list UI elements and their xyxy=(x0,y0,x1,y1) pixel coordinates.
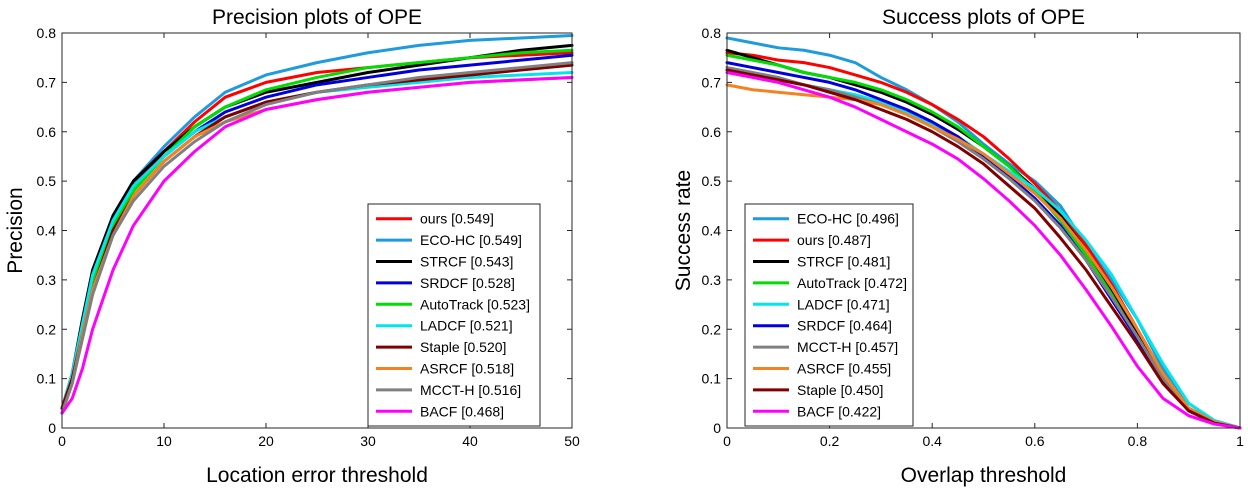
legend-label-bacf: BACF [0.422] xyxy=(797,403,881,419)
y-tick-label: 0.8 xyxy=(702,25,722,41)
legend-label-ours: ours [0.487] xyxy=(797,232,871,248)
series-line-bacf xyxy=(60,75,574,415)
x-tick-label: 0.8 xyxy=(1128,433,1148,449)
legend-label-eco-hc: ECO-HC [0.549] xyxy=(420,232,522,248)
legend-label-ours: ours [0.549] xyxy=(420,211,494,227)
legend-label-bacf: BACF [0.468] xyxy=(420,403,504,419)
series-line-bacf xyxy=(725,71,1242,430)
x-axis-label: Location error threshold xyxy=(206,464,428,487)
legend-label-autotrack: AutoTrack [0.472] xyxy=(797,275,907,291)
y-axis-label: Success rate xyxy=(672,170,695,291)
legend-label-staple: Staple [0.450] xyxy=(797,382,883,398)
x-axis-label: Overlap threshold xyxy=(901,464,1067,487)
series-line-asrcf xyxy=(725,83,1242,430)
legend-label-srdcf: SRDCF [0.528] xyxy=(420,275,515,291)
y-tick-label: 0.4 xyxy=(37,223,57,239)
y-tick-label: 0.5 xyxy=(702,173,722,189)
y-tick-label: 0 xyxy=(48,420,56,436)
series-line-staple xyxy=(725,68,1242,430)
legend: ours [0.549] ECO-HC [0.549] STRCF [0.543] S… xyxy=(367,203,541,427)
x-tick-label: 0.2 xyxy=(820,433,840,449)
series-line-ladcf xyxy=(60,71,574,410)
legend-label-mcct-h: MCCT-H [0.516] xyxy=(420,382,521,398)
y-tick-label: 0.7 xyxy=(702,74,722,90)
legend: ECO-HC [0.496] ours [0.487] STRCF [0.481] A… xyxy=(744,203,914,427)
y-tick-label: 0.2 xyxy=(37,321,57,337)
legend-label-strcf: STRCF [0.481] xyxy=(797,254,890,270)
chart-1: 0 10 20 30 40 50 0 0.1 0.2 0.3 0.4 0.5 0.6 0.7 0.8 Prec… xyxy=(4,6,580,487)
y-tick-label: 0.1 xyxy=(702,371,722,387)
y-tick-label: 0.7 xyxy=(37,74,57,90)
y-tick-label: 0.1 xyxy=(37,371,57,387)
series-line-eco-hc xyxy=(725,36,1242,430)
y-tick-label: 0 xyxy=(713,420,721,436)
legend-label-staple: Staple [0.520] xyxy=(420,339,506,355)
legend-label-strcf: STRCF [0.543] xyxy=(420,254,513,270)
x-tick-label: 50 xyxy=(564,433,580,449)
chart-title: Success plots of OPE xyxy=(882,6,1085,29)
x-tick-label: 40 xyxy=(462,433,478,449)
y-tick-label: 0.6 xyxy=(37,124,57,140)
legend-label-eco-hc: ECO-HC [0.496] xyxy=(797,211,899,227)
y-axis-label: Precision xyxy=(4,187,27,273)
chart-2: 0 0.2 0.4 0.6 0.8 1 0 0.1 0.2 0.3 0.4 0.5 0.6 0.7 0.8 S… xyxy=(672,6,1244,487)
legend-label-ladcf: LADCF [0.521] xyxy=(420,318,513,334)
y-tick-label: 0.2 xyxy=(702,321,722,337)
chart-title: Precision plots of OPE xyxy=(212,6,422,29)
x-tick-label: 10 xyxy=(156,433,172,449)
legend-label-mcct-h: MCCT-H [0.457] xyxy=(797,339,898,355)
y-tick-label: 0.5 xyxy=(37,173,57,189)
y-tick-label: 0.8 xyxy=(37,25,57,41)
legend-label-srdcf: SRDCF [0.464] xyxy=(797,318,892,334)
x-tick-label: 0.4 xyxy=(922,433,942,449)
y-tick-label: 0.3 xyxy=(702,272,722,288)
x-tick-label: 20 xyxy=(258,433,274,449)
y-tick-label: 0.4 xyxy=(702,223,722,239)
x-tick-label: 0.6 xyxy=(1025,433,1045,449)
x-tick-label: 1 xyxy=(1236,433,1244,449)
legend-label-ladcf: LADCF [0.471] xyxy=(797,296,890,312)
y-tick-label: 0.6 xyxy=(702,124,722,140)
legend-label-autotrack: AutoTrack [0.523] xyxy=(420,296,530,312)
x-tick-label: 0 xyxy=(723,433,731,449)
series-line-mcct-h xyxy=(60,61,574,415)
x-tick-label: 30 xyxy=(360,433,376,449)
x-tick-label: 0 xyxy=(58,433,66,449)
y-tick-label: 0.3 xyxy=(37,272,57,288)
legend-label-asrcf: ASRCF [0.518] xyxy=(420,361,514,377)
legend-label-asrcf: ASRCF [0.455] xyxy=(797,361,891,377)
